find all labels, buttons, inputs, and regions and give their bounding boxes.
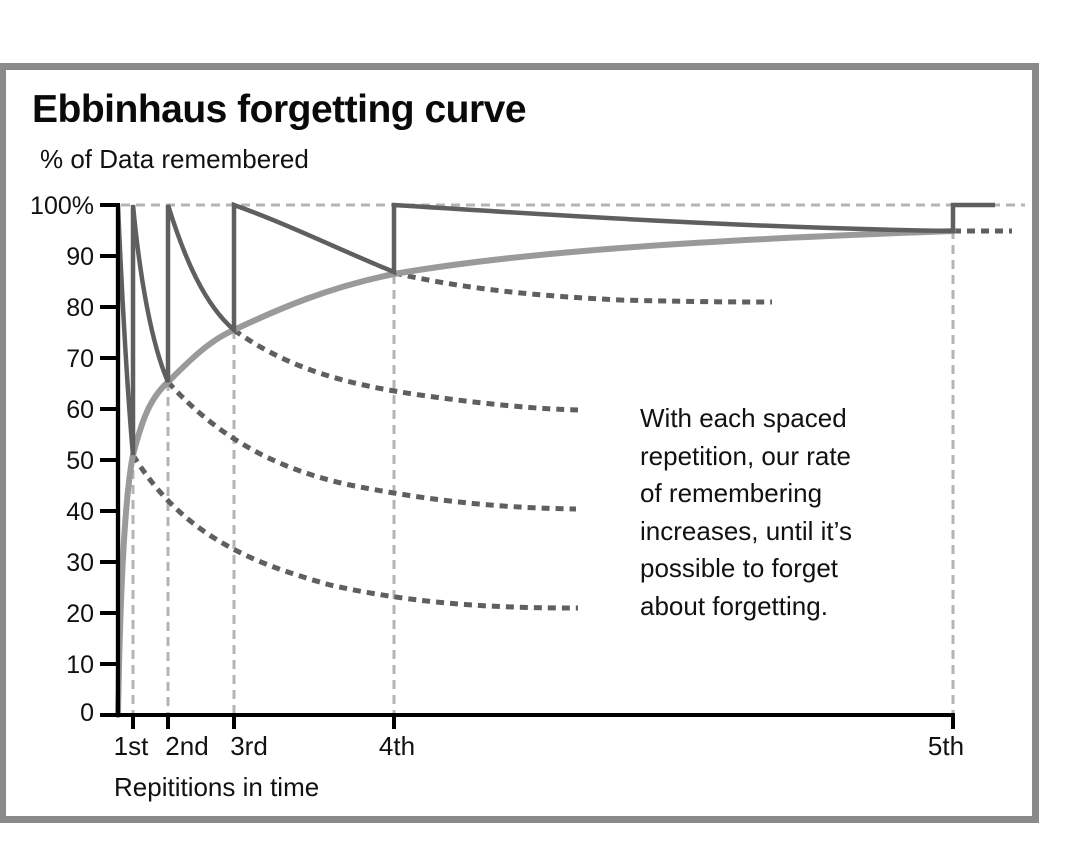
chart-frame — [0, 63, 1039, 823]
forgetting-curve-1 — [130, 453, 579, 611]
y-tick-label: 50 — [66, 447, 94, 475]
overall-remembering-curve — [115, 228, 956, 718]
chart-title: Ebbinhaus forgetting curve — [32, 88, 527, 131]
x-tick-label: 2nd — [165, 731, 208, 761]
annotation-line: possible to forget — [640, 553, 839, 583]
x-tick-labels: 1st 2nd 3rd 4th 5th — [114, 731, 964, 761]
x-axis-label: Repititions in time — [114, 772, 320, 802]
y-tick-label: 80 — [66, 294, 94, 322]
annotation-line: repetition, our rate — [640, 440, 852, 471]
x-tick-label: 4th — [379, 731, 415, 761]
y-tick-label: 60 — [66, 396, 94, 424]
x-tick-label: 5th — [928, 731, 964, 761]
y-tick-labels: 100% 90 80 70 60 50 40 30 20 10 0 — [30, 192, 94, 727]
forgetting-curve-3 — [232, 327, 579, 413]
x-ticks — [131, 715, 955, 729]
y-tick-label: 90 — [66, 243, 94, 271]
y-tick-label: 70 — [66, 345, 94, 373]
x-tick-label: 3rd — [230, 731, 268, 761]
annotation-line: of remembering — [640, 478, 823, 508]
reference-lines — [121, 203, 1025, 715]
forgetting-curve-4 — [393, 270, 773, 305]
annotation-line: about forgetting. — [640, 590, 828, 621]
annotation-line: With each spaced — [640, 403, 847, 433]
y-axis-label: % of Data remembered — [40, 144, 309, 174]
y-tick-label: 40 — [66, 498, 94, 526]
forgetting-curves — [130, 228, 1012, 611]
y-tick-label: 10 — [66, 651, 94, 679]
axes — [100, 203, 955, 717]
retention-sawtooth-line — [115, 201, 995, 715]
y-tick-label: 20 — [66, 600, 94, 628]
x-tick-label: 1st — [114, 731, 149, 761]
y-ticks — [100, 203, 118, 666]
y-tick-label: 30 — [66, 549, 94, 577]
annotation-text: With each spaced repetition, our rate of… — [640, 400, 940, 625]
y-tick-label: 0 — [80, 699, 94, 727]
y-tick-label: 100% — [30, 192, 94, 220]
annotation-line: increases, until it’s — [640, 515, 852, 546]
forgetting-curve-2 — [166, 380, 577, 512]
